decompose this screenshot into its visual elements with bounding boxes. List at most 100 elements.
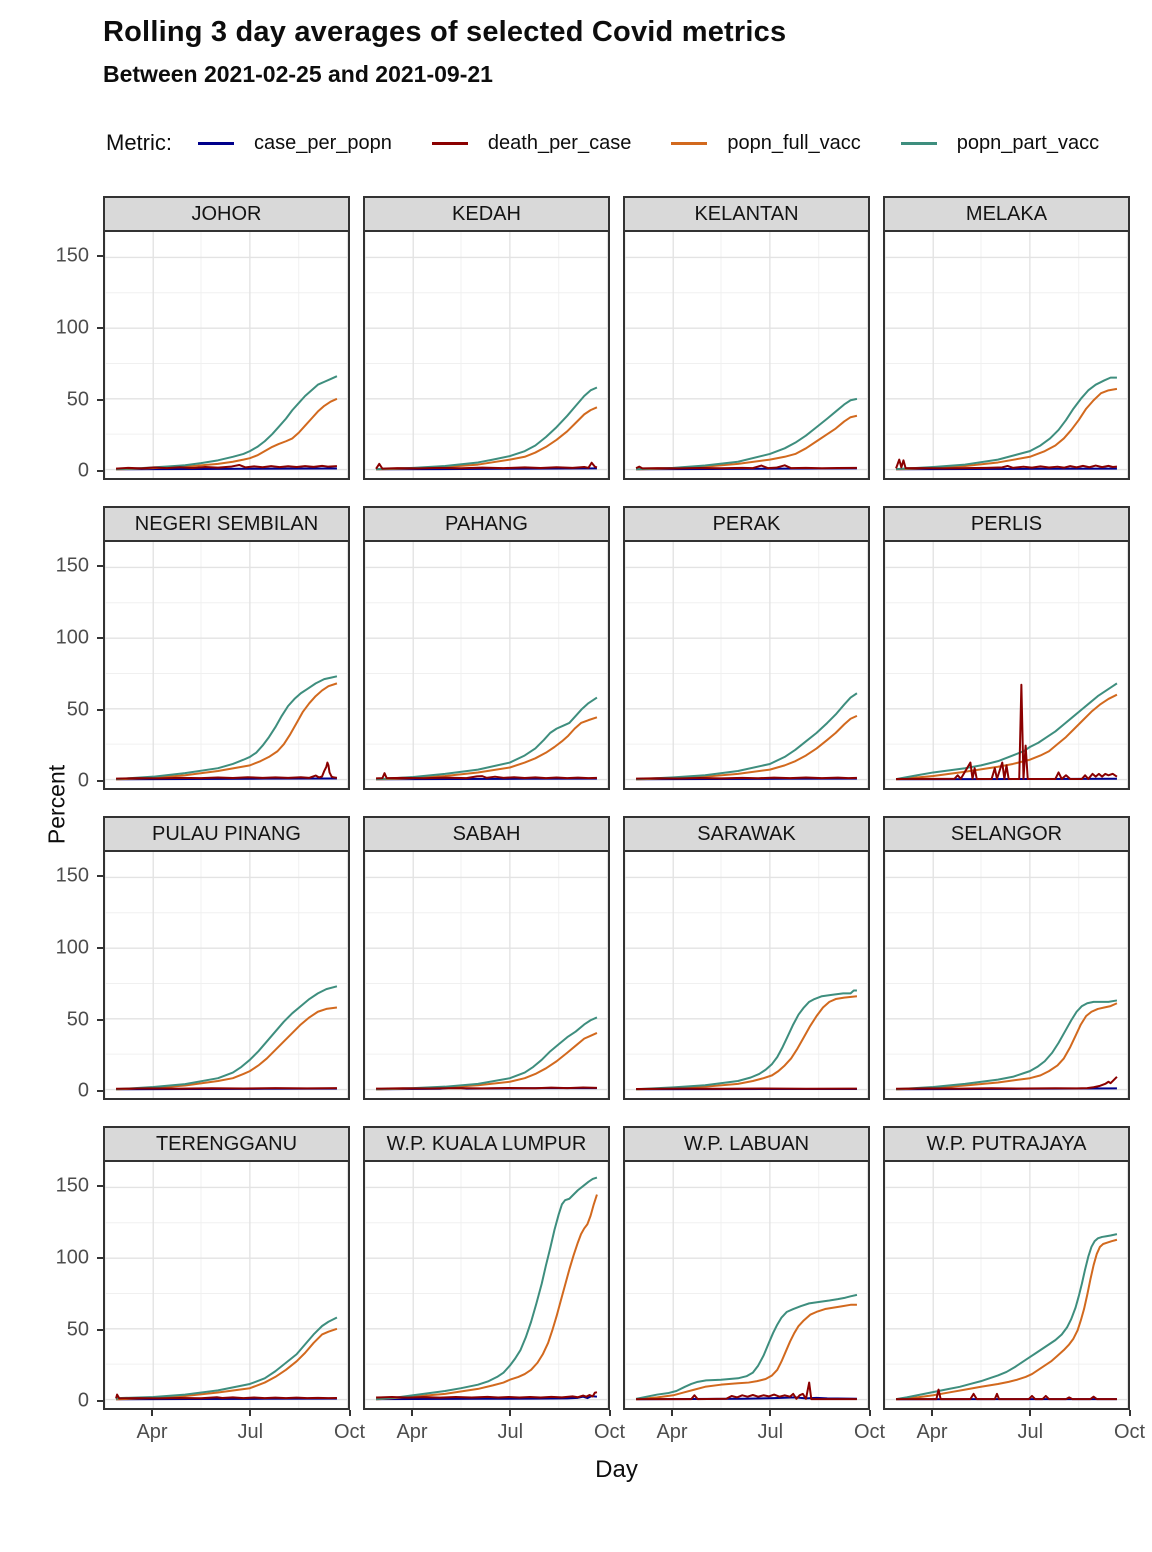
facet-cell: W.P. KUALA LUMPUR	[363, 1126, 610, 1410]
series-line-popn_part_vacc	[636, 991, 857, 1090]
y-tick-mark	[97, 637, 103, 639]
y-tick-mark	[97, 565, 103, 567]
facet-strip-label: PULAU PINANG	[152, 823, 301, 846]
x-tick-label: Jul	[497, 1421, 523, 1444]
facet-cell: PERAK	[623, 506, 870, 790]
facet-strip: MELAKA	[883, 196, 1130, 230]
x-tick-mark	[609, 1410, 611, 1416]
series-line-popn_part_vacc	[116, 676, 337, 779]
series-line-popn_full_vacc	[376, 717, 597, 779]
y-tick-label: 50	[67, 1318, 89, 1341]
facet-panel	[103, 1160, 350, 1410]
facet-strip-label: MELAKA	[966, 203, 1047, 226]
series-line-popn_full_vacc	[376, 1033, 597, 1089]
facet-strip-label: PERLIS	[971, 513, 1042, 536]
y-tick-label: 150	[56, 864, 89, 887]
facet-strip-label: KELANTAN	[694, 203, 798, 226]
x-tick-mark	[1129, 1410, 1131, 1416]
x-tick-mark	[509, 1410, 511, 1416]
y-tick-mark	[97, 780, 103, 782]
series-line-death_per_case	[636, 778, 857, 779]
page-subtitle: Between 2021-02-25 and 2021-09-21	[103, 61, 1152, 88]
legend-key-line	[198, 142, 234, 145]
y-tick-mark	[97, 709, 103, 711]
facet-strip: W.P. PUTRAJAYA	[883, 1126, 1130, 1160]
facet-strip-label: KEDAH	[452, 203, 521, 226]
y-tick-label: 150	[56, 244, 89, 267]
facet-strip: SELANGOR	[883, 816, 1130, 850]
legend-item: popn_part_vacc	[901, 132, 1099, 155]
series-line-death_per_case	[116, 1088, 337, 1089]
facet-strip: SARAWAK	[623, 816, 870, 850]
series-line-popn_part_vacc	[896, 1234, 1117, 1399]
x-tick-mark	[671, 1410, 673, 1416]
facet-cell: JOHOR	[103, 196, 350, 480]
facet-strip-label: SABAH	[453, 823, 521, 846]
facet-panel	[103, 230, 350, 480]
y-tick-label: 100	[56, 626, 89, 649]
facet-strip: TERENGGANU	[103, 1126, 350, 1160]
series-line-popn_full_vacc	[636, 1305, 857, 1400]
facet-cell: W.P. PUTRAJAYA	[883, 1126, 1130, 1410]
facet-panel	[103, 850, 350, 1100]
legend-title: Metric:	[106, 130, 172, 156]
y-tick-mark	[97, 947, 103, 949]
facet-strip-label: JOHOR	[192, 203, 262, 226]
series-line-popn_full_vacc	[636, 996, 857, 1089]
facet-strip: KELANTAN	[623, 196, 870, 230]
facet-strip-label: W.P. KUALA LUMPUR	[387, 1133, 587, 1156]
facet-cell: NEGERI SEMBILAN	[103, 506, 350, 790]
facet-cell: KEDAH	[363, 196, 610, 480]
series-line-death_per_case	[376, 773, 597, 778]
x-tick-mark	[869, 1410, 871, 1416]
facet-cell: KELANTAN	[623, 196, 870, 480]
facet-panel	[883, 1160, 1130, 1410]
x-axis-title: Day	[103, 1456, 1130, 1484]
legend-key-line	[671, 142, 707, 145]
facet-cell: SARAWAK	[623, 816, 870, 1100]
legend-item: popn_full_vacc	[671, 132, 860, 155]
x-tick-mark	[1029, 1410, 1031, 1416]
y-tick-label: 150	[56, 1174, 89, 1197]
facet-strip-label: SARAWAK	[697, 823, 796, 846]
facet-strip-label: W.P. PUTRAJAYA	[926, 1133, 1086, 1156]
y-tick-label: 0	[78, 770, 89, 793]
facet-cell: SABAH	[363, 816, 610, 1100]
series-line-popn_part_vacc	[116, 1318, 337, 1400]
facet-cell: PULAU PINANG	[103, 816, 350, 1100]
facet-strip-label: PERAK	[713, 513, 781, 536]
series-line-popn_part_vacc	[376, 1017, 597, 1089]
x-tick-label: Oct	[1114, 1421, 1145, 1444]
facet-cell: MELAKA	[883, 196, 1130, 480]
series-line-death_per_case	[636, 465, 857, 468]
facet-strip-label: SELANGOR	[951, 823, 1062, 846]
series-line-popn_part_vacc	[116, 986, 337, 1089]
facet-strip: JOHOR	[103, 196, 350, 230]
x-tick-mark	[411, 1410, 413, 1416]
series-line-popn_part_vacc	[896, 1000, 1117, 1089]
y-tick-label: 150	[56, 554, 89, 577]
y-tick-mark	[97, 1019, 103, 1021]
legend-item-label: popn_part_vacc	[957, 132, 1099, 155]
facet-panel	[363, 850, 610, 1100]
facet-panel	[363, 540, 610, 790]
facet-panel	[363, 1160, 610, 1410]
series-line-popn_full_vacc	[896, 1003, 1117, 1089]
facet-panel	[363, 230, 610, 480]
series-line-popn_full_vacc	[636, 416, 857, 470]
x-axis-spacer	[24, 1410, 103, 1450]
facet-panel	[623, 1160, 870, 1410]
x-tick-label: Jul	[237, 1421, 263, 1444]
